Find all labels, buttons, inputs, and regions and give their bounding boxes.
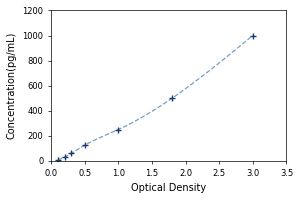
Y-axis label: Concentration(pg/mL): Concentration(pg/mL) (7, 32, 17, 139)
X-axis label: Optical Density: Optical Density (131, 183, 206, 193)
